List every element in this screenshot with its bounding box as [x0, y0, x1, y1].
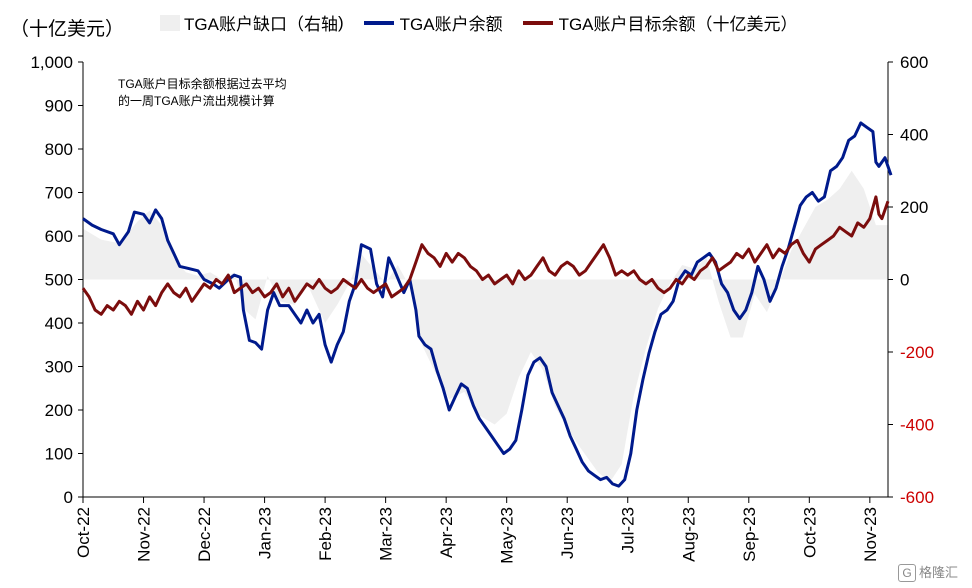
watermark-logo-icon: G — [897, 564, 916, 582]
left-tick-label: 0 — [64, 488, 73, 507]
chart-annotation: TGA账户目标余额根据过去平均 的一周TGA账户流出规模计算 — [118, 77, 287, 108]
series-lines-layer — [81, 121, 893, 488]
series-line-balance — [82, 121, 893, 488]
gap-area — [83, 170, 888, 483]
x-tick-label: Mar-23 — [377, 507, 396, 561]
x-tick-label: Aug-23 — [679, 507, 698, 562]
x-tick-label: Oct-22 — [74, 507, 93, 558]
watermark-text: 格隆汇 — [918, 565, 958, 580]
tick-labels-layer: 0 100 200 300 400 500 600 700 800 900 1,000 -600 -40… — [30, 53, 934, 564]
chart-legend: TGA账户缺口（右轴) TGA账户余额 TGA账户目标余额（十亿美元） — [160, 10, 818, 35]
x-tick-label: Oct-23 — [800, 507, 819, 558]
right-tick-label: 200 — [900, 198, 928, 217]
right-tick-label: 0 — [900, 271, 909, 290]
legend-label-target: TGA账户目标余额（十亿美元） — [558, 15, 798, 34]
right-tick-label: -200 — [900, 343, 934, 362]
axes-layer — [78, 61, 893, 503]
x-tick-label: Nov-22 — [135, 507, 154, 562]
right-tick-label: -400 — [900, 416, 934, 435]
right-tick-label: 400 — [900, 126, 928, 145]
x-tick-label: Dec-22 — [195, 507, 214, 562]
gap-area-layer — [83, 170, 888, 483]
x-tick-label: Jun-23 — [558, 507, 577, 559]
left-tick-label: 1,000 — [30, 53, 73, 72]
left-axis-unit: （十亿美元） — [10, 19, 125, 40]
left-tick-label: 800 — [45, 140, 73, 159]
x-tick-label: Sep-23 — [740, 507, 759, 562]
legend-label-balance: TGA账户余额 — [399, 15, 503, 34]
legend-swatch-balance — [363, 20, 394, 25]
x-tick-label: Jul-23 — [619, 507, 638, 553]
x-tick-label: May-23 — [498, 507, 517, 564]
left-tick-label: 100 — [45, 445, 73, 464]
legend-swatch-target — [522, 20, 553, 25]
x-tick-label: Nov-23 — [861, 507, 880, 562]
legend-label-gap: TGA账户缺口（右轴 — [184, 15, 338, 34]
left-tick-label: 900 — [45, 97, 73, 116]
watermark: G 格隆汇 — [897, 562, 958, 582]
right-tick-label: -600 — [900, 488, 934, 507]
left-tick-label: 500 — [45, 271, 73, 290]
legend-item-target: TGA账户目标余额（十亿美元） — [522, 10, 798, 35]
legend-item-balance: TGA账户余额 — [363, 10, 503, 35]
series-line-target — [81, 195, 890, 316]
legend-swatch-gap — [160, 14, 180, 31]
x-tick-label: Apr-23 — [437, 507, 456, 558]
left-tick-label: 700 — [45, 184, 73, 203]
left-tick-label: 600 — [45, 227, 73, 246]
x-tick-label: Feb-23 — [316, 507, 335, 561]
left-tick-label: 400 — [45, 314, 73, 333]
right-tick-label: 600 — [900, 53, 928, 72]
x-tick-label: Jan-23 — [256, 507, 275, 559]
legend-item-gap: TGA账户缺口（右轴) — [160, 10, 344, 35]
left-tick-label: 300 — [45, 358, 73, 377]
left-tick-label: 200 — [45, 401, 73, 420]
